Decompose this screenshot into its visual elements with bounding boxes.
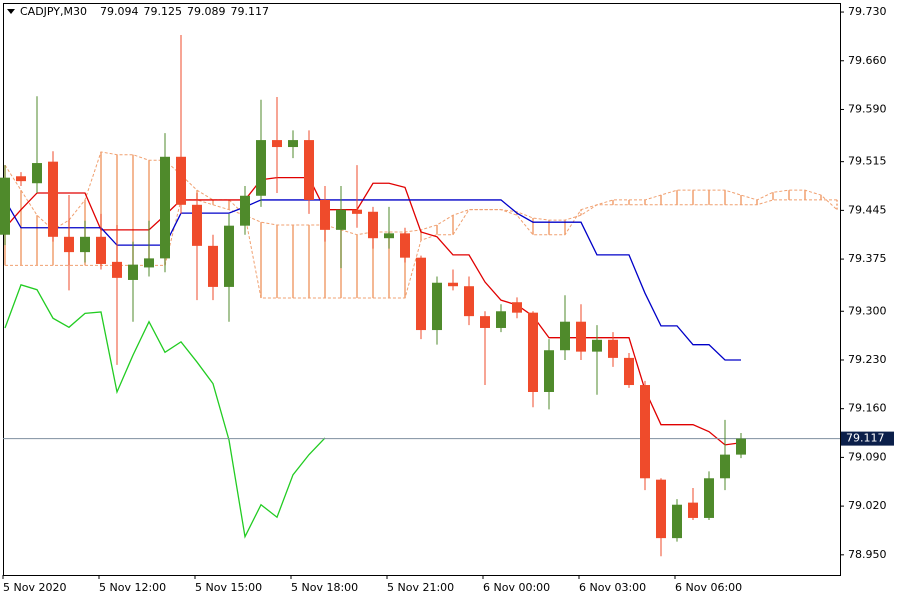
price-tag-label: 79.117 bbox=[846, 432, 885, 445]
candle-body bbox=[208, 245, 218, 287]
x-tick-label: 6 Nov 06:00 bbox=[675, 581, 742, 594]
candle-body bbox=[144, 258, 154, 268]
candle-body bbox=[192, 204, 202, 246]
y-tick-label: 79.590 bbox=[848, 102, 887, 115]
x-tick-label: 5 Nov 2020 bbox=[3, 581, 66, 594]
candle-body bbox=[96, 236, 106, 264]
candle-body bbox=[160, 156, 170, 259]
y-tick-label: 79.230 bbox=[848, 353, 887, 366]
candle-body bbox=[688, 502, 698, 518]
candle-body bbox=[384, 233, 394, 239]
candle-body bbox=[288, 140, 298, 148]
candle-body bbox=[512, 302, 522, 313]
candle-body bbox=[576, 321, 586, 352]
price-tag bbox=[841, 431, 894, 446]
candle-body bbox=[16, 176, 26, 182]
header-value: 79.117 bbox=[231, 5, 270, 18]
candle-body bbox=[176, 156, 186, 205]
x-tick-label: 5 Nov 15:00 bbox=[195, 581, 262, 594]
candle-body bbox=[640, 385, 650, 479]
y-tick-label: 79.160 bbox=[848, 402, 887, 415]
header-value: 79.089 bbox=[187, 5, 226, 18]
candle-body bbox=[112, 261, 122, 278]
y-tick-label: 79.020 bbox=[848, 499, 887, 512]
candle-body bbox=[128, 264, 138, 280]
y-tick-label: 79.090 bbox=[848, 450, 887, 463]
candle-body bbox=[240, 195, 250, 226]
indicator-line bbox=[4, 284, 326, 539]
candle-body bbox=[336, 209, 346, 230]
x-tick-label: 6 Nov 03:00 bbox=[579, 581, 646, 594]
candle-body bbox=[608, 339, 618, 358]
candle-body bbox=[48, 161, 58, 237]
y-tick-label: 79.445 bbox=[848, 203, 887, 216]
candle-body bbox=[304, 140, 314, 200]
x-tick-label: 5 Nov 21:00 bbox=[387, 581, 454, 594]
candle-body bbox=[400, 233, 410, 258]
candle-body bbox=[704, 478, 714, 518]
x-tick-label: 5 Nov 12:00 bbox=[99, 581, 166, 594]
candle-body bbox=[656, 479, 666, 539]
y-tick-label: 79.660 bbox=[848, 54, 887, 67]
header-value: 79.094 bbox=[100, 5, 139, 18]
y-tick-label: 78.950 bbox=[848, 548, 887, 561]
candle-body bbox=[528, 312, 538, 392]
candle-body bbox=[224, 225, 234, 287]
header-value: 79.125 bbox=[144, 5, 183, 18]
candle-body bbox=[720, 454, 730, 479]
candle-body bbox=[592, 339, 602, 352]
candle-body bbox=[736, 438, 746, 455]
candle-body bbox=[496, 311, 506, 328]
indicator-line bbox=[4, 199, 741, 361]
candle-body bbox=[448, 282, 458, 287]
y-tick-label: 79.300 bbox=[848, 304, 887, 317]
x-tick-label: 6 Nov 00:00 bbox=[483, 581, 550, 594]
candle-body bbox=[672, 504, 682, 539]
candle-body bbox=[256, 140, 266, 196]
candle-body bbox=[624, 357, 634, 386]
candle-body bbox=[480, 316, 490, 328]
candle-body bbox=[0, 177, 10, 235]
cloud-span-a bbox=[4, 151, 838, 236]
candle-body bbox=[64, 236, 74, 253]
candle-body bbox=[320, 199, 330, 230]
candle-body bbox=[464, 286, 474, 317]
candle-body bbox=[272, 140, 282, 148]
x-tick-label: 5 Nov 18:00 bbox=[291, 581, 358, 594]
y-tick-label: 79.375 bbox=[848, 252, 887, 265]
candle-body bbox=[80, 236, 90, 253]
plot-frame bbox=[3, 3, 841, 576]
candle-body bbox=[368, 211, 378, 239]
cloud-span-b bbox=[5, 199, 837, 299]
candle-body bbox=[32, 163, 42, 184]
candle-body bbox=[416, 257, 426, 331]
candle-body bbox=[544, 350, 554, 392]
y-tick-label: 79.730 bbox=[848, 5, 887, 18]
header-arrow bbox=[7, 9, 15, 14]
candle-body bbox=[560, 321, 570, 351]
candle-body bbox=[432, 282, 442, 331]
candle-body bbox=[352, 209, 362, 214]
chart-title: CADJPY,M30 bbox=[20, 5, 87, 18]
y-tick-label: 79.515 bbox=[848, 155, 887, 168]
indicator-line bbox=[4, 177, 742, 446]
